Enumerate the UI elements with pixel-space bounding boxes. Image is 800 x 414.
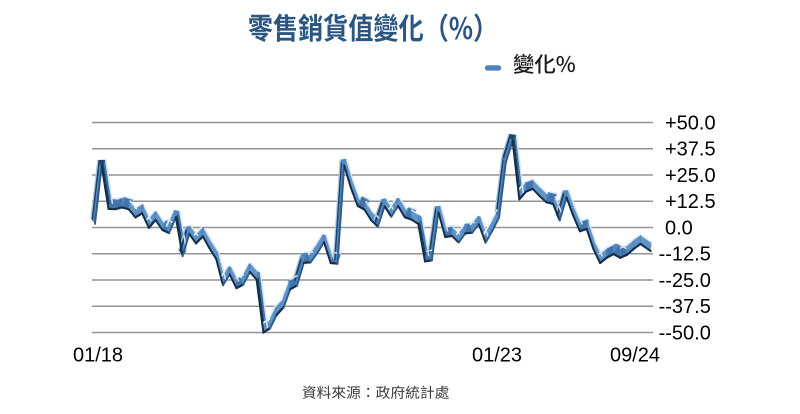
svg-text:0.0: 0.0: [665, 217, 693, 239]
svg-text:--50.0: --50.0: [659, 322, 711, 344]
svg-text:+37.5: +37.5: [665, 139, 716, 161]
svg-text:--12.5: --12.5: [659, 244, 711, 266]
svg-text:+12.5: +12.5: [665, 191, 716, 213]
svg-text:01/23: 01/23: [472, 345, 522, 367]
svg-text:09/24: 09/24: [610, 345, 660, 367]
svg-text:--25.0: --25.0: [659, 270, 711, 292]
svg-text:+50.0: +50.0: [665, 112, 716, 134]
svg-text:+25.0: +25.0: [665, 165, 716, 187]
svg-text:--37.5: --37.5: [659, 296, 711, 318]
svg-text:01/18: 01/18: [73, 345, 123, 367]
